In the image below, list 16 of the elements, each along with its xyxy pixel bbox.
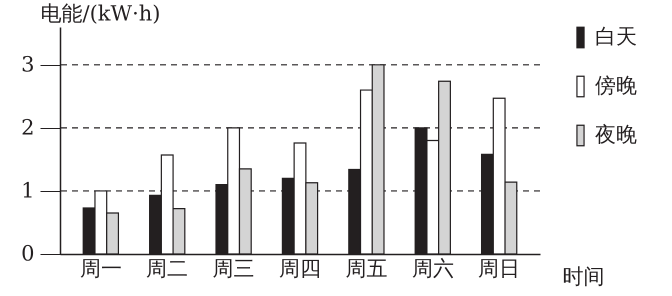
x-tick-label: 周四 [279, 256, 321, 280]
x-tick-label: 周五 [345, 256, 388, 280]
x-tick-label: 周二 [146, 256, 188, 280]
y-tick-label: 2 [21, 115, 34, 140]
legend-label: 白天 [595, 24, 637, 48]
y-tick-label: 1 [21, 178, 34, 202]
legend-label: 傍晚 [595, 74, 637, 98]
x-axis-title: 时间 [562, 264, 604, 288]
x-tick-label: 周一 [80, 256, 122, 280]
y-axis-title: 电能/(kW·h) [40, 2, 160, 26]
x-tick-label: 周日 [478, 256, 520, 280]
x-tick-label: 周三 [212, 256, 255, 280]
legend-label: 夜晚 [595, 122, 637, 146]
x-tick-label: 周六 [412, 256, 454, 280]
y-tick-label: 0 [21, 242, 34, 266]
y-tick-label: 3 [21, 52, 34, 76]
